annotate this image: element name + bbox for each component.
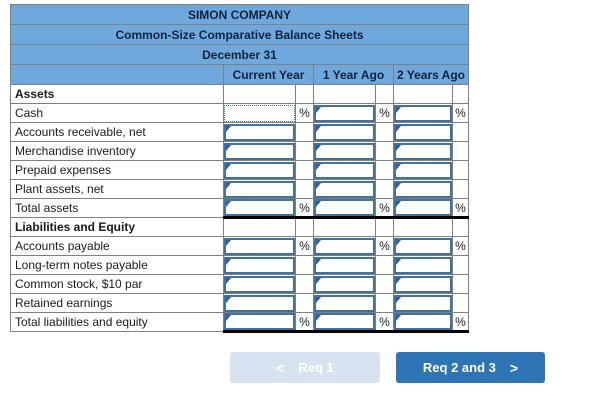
percent-label: %: [375, 198, 394, 219]
statement-subtitle: Common-Size Comparative Balance Sheets: [10, 24, 469, 45]
req2-and-3-nav-button[interactable]: Req 2 and 3 >: [396, 352, 545, 383]
column-header-2-years-ago: 2 Years Ago: [393, 64, 469, 85]
row-label: Accounts receivable, net: [10, 122, 224, 142]
common-stock-1-year-ago-input[interactable]: [314, 275, 375, 293]
row-label: Cash: [10, 103, 224, 123]
subtitle-row: Common-Size Comparative Balance Sheets: [10, 24, 469, 45]
retained-earnings-1-year-ago-input[interactable]: [314, 294, 375, 312]
cash-current-year-input[interactable]: [224, 104, 295, 122]
accounts-receivable-1-year-ago-input[interactable]: [314, 123, 375, 141]
accounts-receivable-current-year-input[interactable]: [224, 123, 295, 141]
row-label: Plant assets, net: [10, 179, 224, 199]
percent-label: %: [295, 103, 314, 123]
company-title: SIMON COMPANY: [10, 4, 469, 25]
percent-label: %: [295, 236, 314, 256]
chevron-right-icon: >: [509, 359, 519, 376]
row-label: Merchandise inventory: [10, 141, 224, 161]
row-label: Accounts payable: [10, 236, 224, 256]
long-term-notes-2-years-ago-input[interactable]: [394, 256, 452, 274]
total-liabilities-equity-2-years-ago-input[interactable]: [394, 313, 452, 329]
table-row-common-stock: Common stock, $10 par: [10, 274, 469, 294]
prepaid-expenses-2-years-ago-input[interactable]: [394, 161, 452, 179]
date-line: December 31: [10, 44, 469, 65]
row-label: Prepaid expenses: [10, 160, 224, 180]
merchandise-inventory-1-year-ago-input[interactable]: [314, 142, 375, 160]
total-assets-2-years-ago-input[interactable]: [394, 199, 452, 215]
req1-button-label: Req 1: [298, 360, 334, 375]
table-row-accounts-receivable: Accounts receivable, net: [10, 122, 469, 142]
accounts-payable-2-years-ago-input[interactable]: [394, 237, 452, 255]
table-row-long-term-notes-payable: Long-term notes payable: [10, 255, 469, 275]
percent-label: %: [375, 103, 394, 123]
prepaid-expenses-current-year-input[interactable]: [224, 161, 295, 179]
total-liabilities-equity-current-year-input[interactable]: [224, 313, 295, 329]
plant-assets-current-year-input[interactable]: [224, 180, 295, 198]
req2-and-3-button-label: Req 2 and 3: [422, 360, 496, 375]
row-label: Retained earnings: [10, 293, 224, 313]
long-term-notes-current-year-input[interactable]: [224, 256, 295, 274]
retained-earnings-current-year-input[interactable]: [224, 294, 295, 312]
percent-label: %: [295, 198, 314, 219]
retained-earnings-2-years-ago-input[interactable]: [394, 294, 452, 312]
table-row-prepaid-expenses: Prepaid expenses: [10, 160, 469, 180]
table-row-total-liabilities-equity: Total liabilities and equity % % %: [10, 312, 469, 333]
percent-label: %: [375, 236, 394, 256]
section-row-liabilities-equity: Liabilities and Equity: [10, 217, 469, 237]
row-label: Total assets: [10, 198, 224, 218]
empty-header-cell: [10, 64, 224, 85]
common-stock-2-years-ago-input[interactable]: [394, 275, 452, 293]
accounts-receivable-2-years-ago-input[interactable]: [394, 123, 452, 141]
percent-label: %: [452, 312, 469, 333]
accounts-payable-current-year-input[interactable]: [224, 237, 295, 255]
table-row-plant-assets: Plant assets, net: [10, 179, 469, 199]
section-row-assets: Assets: [10, 84, 469, 104]
percent-label: %: [452, 103, 469, 123]
plant-assets-2-years-ago-input[interactable]: [394, 180, 452, 198]
cash-2-years-ago-input[interactable]: [394, 104, 452, 122]
row-label: Long-term notes payable: [10, 255, 224, 275]
prepaid-expenses-1-year-ago-input[interactable]: [314, 161, 375, 179]
column-header-1-year-ago: 1 Year Ago: [313, 64, 394, 85]
table-row-merchandise-inventory: Merchandise inventory: [10, 141, 469, 161]
date-row: December 31: [10, 44, 469, 65]
column-header-current-year: Current Year: [223, 64, 314, 85]
chevron-left-icon: <: [276, 359, 285, 376]
merchandise-inventory-2-years-ago-input[interactable]: [394, 142, 452, 160]
percent-label: %: [375, 312, 394, 333]
title-row: SIMON COMPANY: [10, 4, 469, 25]
percent-label: %: [452, 236, 469, 256]
row-label: Total liabilities and equity: [10, 312, 224, 332]
table-row-total-assets: Total assets % % %: [10, 198, 469, 219]
table-row-cash: Cash % % %: [10, 103, 469, 123]
section-label: Assets: [10, 84, 224, 104]
common-stock-current-year-input[interactable]: [224, 275, 295, 293]
table-row-retained-earnings: Retained earnings: [10, 293, 469, 313]
req1-nav-button[interactable]: < Req 1: [230, 352, 380, 383]
table-row-accounts-payable: Accounts payable % % %: [10, 236, 469, 256]
merchandise-inventory-current-year-input[interactable]: [224, 142, 295, 160]
section-label: Liabilities and Equity: [10, 217, 224, 237]
percent-label: %: [452, 198, 469, 219]
total-assets-1-year-ago-input[interactable]: [314, 199, 375, 215]
total-liabilities-equity-1-year-ago-input[interactable]: [314, 313, 375, 329]
plant-assets-1-year-ago-input[interactable]: [314, 180, 375, 198]
long-term-notes-1-year-ago-input[interactable]: [314, 256, 375, 274]
total-assets-current-year-input[interactable]: [224, 199, 295, 215]
row-label: Common stock, $10 par: [10, 274, 224, 294]
accounts-payable-1-year-ago-input[interactable]: [314, 237, 375, 255]
column-header-row: Current Year 1 Year Ago 2 Years Ago: [10, 64, 469, 85]
percent-label: %: [295, 312, 314, 333]
balance-sheet-table: SIMON COMPANY Common-Size Comparative Ba…: [10, 4, 469, 333]
cash-1-year-ago-input[interactable]: [314, 104, 375, 122]
